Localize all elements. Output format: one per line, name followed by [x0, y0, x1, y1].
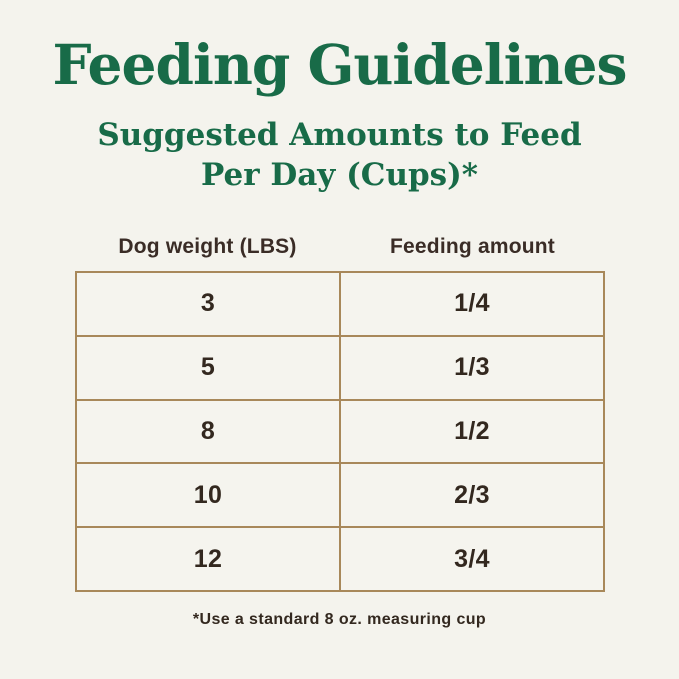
- weight-cell: 12: [193, 544, 223, 573]
- subtitle-line-1: Suggested Amounts to Feed: [97, 117, 582, 153]
- weight-cell: 10: [193, 480, 223, 509]
- table-column-headers: Dog weight (LBS) Feeding amount: [75, 235, 605, 259]
- column-header-feeding-amount: Feeding amount: [390, 235, 555, 258]
- table-row: 8 1/2: [77, 398, 603, 463]
- column-header-dog-weight: Dog weight (LBS): [118, 235, 297, 258]
- table-row: 10 2/3: [77, 462, 603, 527]
- amount-cell: 1/3: [339, 336, 603, 399]
- subtitle-line-2: Per Day (Cups)*: [201, 156, 478, 193]
- weight-cell: 5: [200, 353, 216, 382]
- weight-cell: 8: [200, 416, 216, 445]
- page-title: Feeding Guidelines: [52, 32, 627, 97]
- page-subtitle: Suggested Amounts to Feed Per Day (Cups)…: [0, 116, 679, 195]
- weight-cell: 3: [200, 289, 216, 318]
- table-row: 5 1/3: [77, 334, 603, 399]
- feeding-table: 3 1/4 5 1/3 8 1/2 10 2/3 12 3/4: [75, 271, 605, 592]
- amount-cell: 1/4: [339, 273, 603, 335]
- amount-cell: 3/4: [339, 528, 603, 590]
- amount-cell: 2/3: [339, 464, 603, 527]
- table-row: 12 3/4: [77, 526, 603, 590]
- measuring-cup-footnote: *Use a standard 8 oz. measuring cup: [192, 611, 487, 628]
- table-row: 3 1/4: [77, 273, 603, 335]
- amount-cell: 1/2: [339, 400, 603, 463]
